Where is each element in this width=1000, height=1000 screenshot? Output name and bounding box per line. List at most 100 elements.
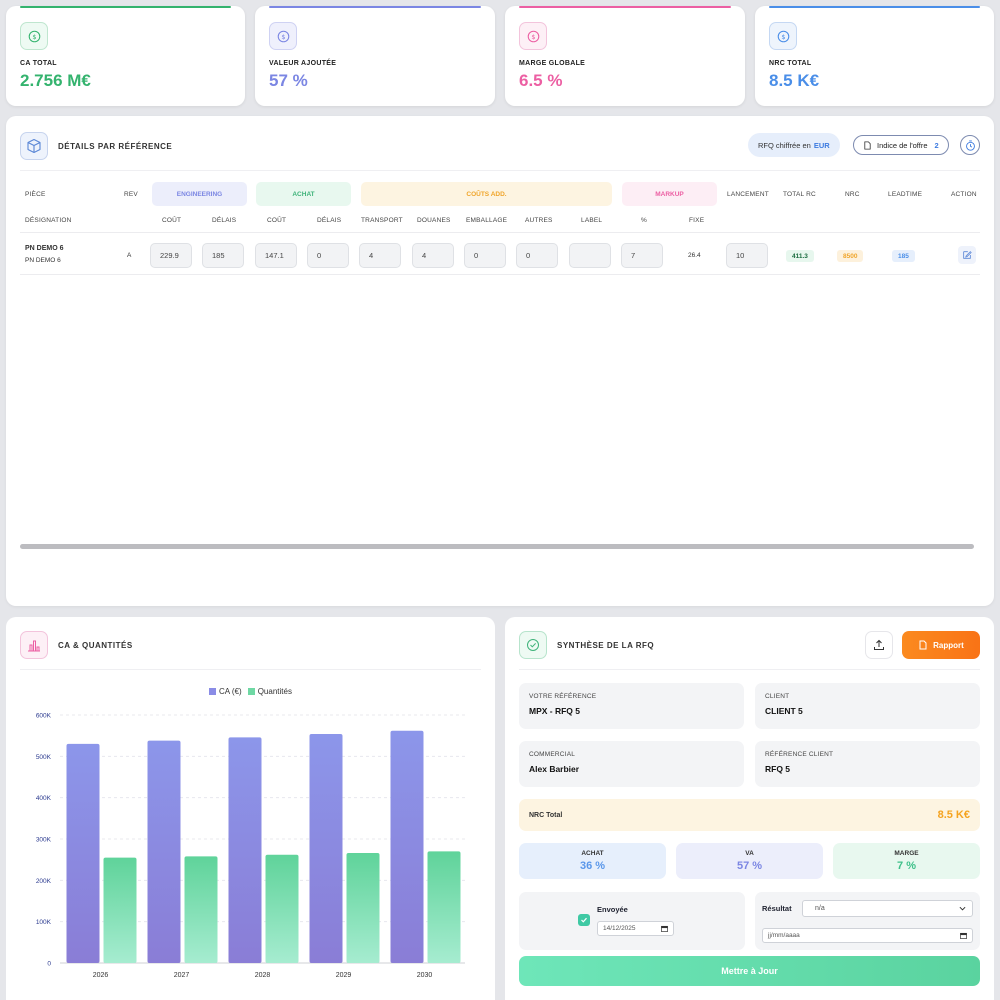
resultat-label: Résultat	[762, 904, 792, 913]
x-tick-label: 2029	[336, 972, 352, 979]
field-value: Alex Barbier	[529, 764, 580, 774]
bar-quantites	[103, 857, 137, 963]
autres-input[interactable]: 0	[516, 243, 558, 268]
chart-legend: CA (€) Quantités	[6, 687, 495, 696]
field-label: COMMERCIAL	[529, 751, 576, 758]
kpi-label: VALEUR AJOUTÉE	[269, 60, 337, 67]
edit-icon	[963, 251, 972, 259]
col-emballage: EMBALLAGE	[466, 217, 508, 224]
stat-value: 57 %	[736, 860, 763, 872]
check-circle-icon	[519, 631, 547, 659]
row-designation: PN DEMO 6	[25, 257, 61, 264]
col-markup-fixe: FIXE	[689, 217, 705, 224]
bar-ca	[228, 737, 262, 963]
upload-icon	[874, 639, 884, 650]
divider	[20, 232, 980, 233]
check-icon	[581, 917, 587, 923]
x-tick-label: 2030	[417, 972, 433, 979]
nrc-total-label: NRC Total	[529, 811, 563, 819]
col-markup-pct: %	[641, 217, 647, 224]
row-piece: PN DEMO 6	[25, 245, 64, 252]
rapport-button[interactable]: Rapport	[902, 631, 980, 659]
stat-value: 7 %	[897, 860, 916, 872]
col-leadtime: LEADTIME	[888, 191, 923, 198]
field-label: VOTRE RÉFÉRENCE	[529, 693, 597, 700]
svg-text:$: $	[531, 32, 535, 40]
export-button[interactable]	[865, 631, 893, 659]
resultat-date-input[interactable]: jj/mm/aaaa	[762, 928, 973, 943]
field-value: CLIENT 5	[765, 706, 803, 716]
nrc-total-value: 8.5 K€	[937, 809, 970, 821]
divider	[20, 274, 980, 275]
field-votre-reference: VOTRE RÉFÉRENCE MPX - RFQ 5	[519, 683, 744, 729]
col-transport: TRANSPORT	[361, 217, 403, 224]
achat-delais-input[interactable]: 0	[307, 243, 349, 268]
kpi-value: 57 %	[269, 71, 308, 90]
stat-achat: ACHAT 36 %	[519, 843, 666, 879]
eng-delais-input[interactable]: 185	[202, 243, 244, 268]
bar-chart-icon	[20, 631, 48, 659]
col-designation: DÉSIGNATION	[25, 217, 72, 224]
rfq-currency-pill: RFQ chiffrée en EUR	[748, 133, 840, 157]
calendar-icon	[661, 925, 668, 932]
x-tick-label: 2026	[93, 972, 109, 979]
group-markup: MARKUP	[622, 182, 717, 206]
y-tick-label: 500K	[36, 754, 52, 761]
douanes-input[interactable]: 4	[412, 243, 454, 268]
envoyee-label: Envoyée	[597, 905, 628, 914]
col-rev: REV	[124, 191, 138, 198]
bar-quantites	[265, 854, 299, 963]
envoyee-date-input[interactable]: 14/12/2025	[597, 921, 674, 936]
stat-va: VA 57 %	[676, 843, 823, 879]
synthese-panel: SYNTHÈSE DE LA RFQ Rapport VOTRE RÉFÉREN…	[505, 617, 994, 1000]
kpi-value: 8.5 K€	[769, 71, 820, 90]
stopwatch-icon	[965, 139, 975, 151]
timer-button[interactable]	[960, 135, 980, 155]
col-piece: PIÈCE	[25, 191, 46, 198]
dollar-icon: $	[519, 22, 547, 50]
stat-label: VA	[745, 850, 754, 857]
document-icon	[864, 140, 871, 150]
achat-cout-input[interactable]: 147.1	[255, 243, 297, 268]
dollar-icon: $	[269, 22, 297, 50]
kpi-label: NRC TOTAL	[769, 60, 812, 67]
legend-item-quantites[interactable]: Quantités	[247, 687, 292, 696]
kpi-card-nrc-total: $ NRC TOTAL 8.5 K€	[755, 6, 994, 106]
kpi-label: MARGE GLOBALE	[519, 60, 586, 67]
kpi-label: CA TOTAL	[20, 60, 57, 67]
nrc-badge: 8500	[837, 250, 864, 262]
bar-ca	[147, 740, 181, 963]
update-button[interactable]: Mettre à Jour	[519, 956, 980, 986]
synthese-header: SYNTHÈSE DE LA RFQ	[519, 631, 654, 659]
col-nrc: NRC	[845, 191, 860, 198]
chart-header: CA & QUANTITÉS	[20, 631, 133, 659]
kpi-card-valeur-ajoutee: $ VALEUR AJOUTÉE 57 %	[255, 6, 495, 106]
details-title: DÉTAILS PAR RÉFÉRENCE	[58, 141, 173, 151]
field-label: RÉFÉRENCE CLIENT	[765, 751, 834, 758]
eng-cout-input[interactable]: 229.9	[150, 243, 192, 268]
field-value: RFQ 5	[765, 764, 791, 774]
field-reference-client: RÉFÉRENCE CLIENT RFQ 5	[755, 741, 980, 787]
lancement-input[interactable]: 10	[726, 243, 768, 268]
horizontal-scrollbar[interactable]	[20, 544, 974, 549]
markup-pct-input[interactable]: 7	[621, 243, 663, 268]
chart-panel: CA & QUANTITÉS CA (€) Quantités 0 100K 200…	[6, 617, 495, 1000]
field-client: CLIENT CLIENT 5	[755, 683, 980, 729]
transport-input[interactable]: 4	[359, 243, 401, 268]
leadtime-badge: 185	[892, 250, 915, 262]
label-input[interactable]	[569, 243, 611, 268]
field-label: CLIENT	[765, 693, 790, 700]
offer-index-button[interactable]: Indice de l'offre 2	[853, 135, 949, 155]
rapport-label: Rapport	[933, 640, 964, 650]
resultat-select[interactable]: n/a	[802, 900, 973, 917]
envoyee-checkbox[interactable]	[578, 914, 590, 926]
field-commercial: COMMERCIAL Alex Barbier	[519, 741, 744, 787]
edit-row-button[interactable]	[958, 246, 976, 264]
cube-icon	[20, 132, 48, 160]
y-tick-label: 400K	[36, 795, 52, 802]
bar-quantites	[346, 853, 380, 963]
emballage-input[interactable]: 0	[464, 243, 506, 268]
col-autres: AUTRES	[525, 217, 553, 224]
select-value: n/a	[815, 905, 825, 912]
legend-item-ca[interactable]: CA (€)	[209, 687, 242, 696]
